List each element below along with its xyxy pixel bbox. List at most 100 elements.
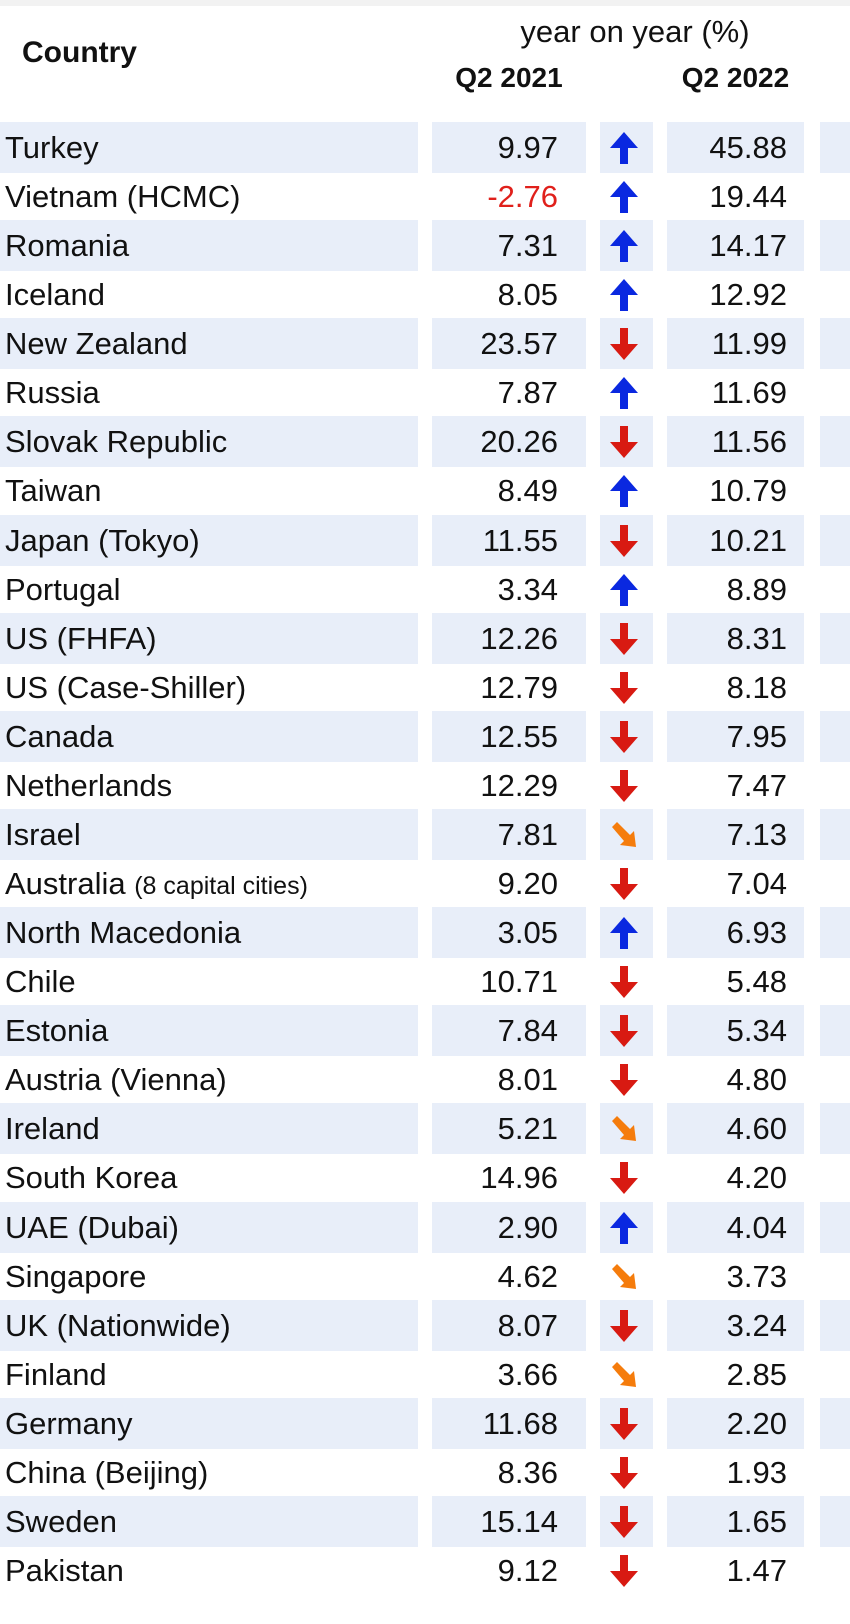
country: Netherlands bbox=[5, 768, 173, 803]
country-cell: UAE (Dubai) bbox=[5, 1203, 179, 1252]
q2-2021-value: 12.55 bbox=[480, 719, 558, 754]
country: UAE (Dubai) bbox=[5, 1210, 179, 1245]
country: Germany bbox=[5, 1406, 133, 1441]
q2-2021-value: 9.20 bbox=[497, 866, 558, 901]
arrow-down bbox=[610, 1408, 638, 1440]
country: Sweden bbox=[5, 1504, 118, 1539]
arrow-slight-down bbox=[612, 1362, 636, 1387]
arrow-slight-down bbox=[612, 822, 636, 847]
country-cell: Ireland bbox=[5, 1104, 100, 1153]
row-band bbox=[667, 907, 804, 958]
row-band bbox=[0, 1496, 418, 1547]
country-cell: North Macedonia bbox=[5, 908, 241, 957]
row-band bbox=[432, 1496, 586, 1547]
row-band bbox=[0, 416, 418, 467]
trend-arrow bbox=[610, 917, 638, 949]
q2-2021-value: 12.29 bbox=[480, 768, 558, 803]
arrow-up bbox=[610, 475, 638, 507]
row-band bbox=[432, 515, 586, 566]
q2-2021-value: 8.01 bbox=[497, 1062, 558, 1097]
q2-2022-value: 1.47 bbox=[726, 1553, 787, 1588]
country-header: Country bbox=[22, 36, 137, 69]
arrow-down bbox=[610, 1457, 638, 1489]
country: UK (Nationwide) bbox=[5, 1308, 231, 1343]
row-band bbox=[0, 711, 418, 762]
q2-2021-value: 9.97 bbox=[497, 130, 558, 165]
arrow-down bbox=[610, 328, 638, 360]
row-band bbox=[820, 1202, 850, 1253]
country-note: (8 capital cities) bbox=[134, 872, 308, 900]
trend-arrow bbox=[610, 1408, 638, 1440]
q2-2022-value: 10.21 bbox=[709, 523, 787, 558]
row-band bbox=[667, 515, 804, 566]
row-band bbox=[432, 416, 586, 467]
country: Austria (Vienna) bbox=[5, 1062, 227, 1097]
country: New Zealand bbox=[5, 326, 188, 361]
q2-2022-value: 7.95 bbox=[726, 719, 787, 754]
row-band bbox=[667, 1202, 804, 1253]
country: Canada bbox=[5, 719, 114, 754]
q2-2022-value: 4.20 bbox=[726, 1160, 787, 1195]
country: Russia bbox=[5, 375, 100, 410]
country-cell: Slovak Republic bbox=[5, 417, 227, 466]
country-cell: Taiwan bbox=[5, 466, 102, 515]
trend-arrow bbox=[610, 1555, 638, 1587]
q2-2022-value: 8.89 bbox=[726, 572, 787, 607]
arrow-slight-down bbox=[612, 1116, 636, 1141]
row-band bbox=[820, 1103, 850, 1154]
row-band bbox=[820, 613, 850, 664]
row-band bbox=[0, 613, 418, 664]
country-cell: Pakistan bbox=[5, 1546, 124, 1595]
row-band bbox=[820, 907, 850, 958]
row-band bbox=[432, 122, 586, 173]
trend-arrow bbox=[610, 279, 638, 311]
country: Ireland bbox=[5, 1111, 100, 1146]
trend-arrow bbox=[610, 966, 638, 998]
trend-arrow bbox=[610, 574, 638, 606]
country-cell: Chile bbox=[5, 957, 76, 1006]
country-cell: Finland bbox=[5, 1350, 107, 1399]
trend-arrow bbox=[612, 1264, 636, 1289]
row-band bbox=[0, 122, 418, 173]
row-band bbox=[820, 1005, 850, 1056]
row-band bbox=[667, 1103, 804, 1154]
q2-2022-value: 7.47 bbox=[726, 768, 787, 803]
row-band bbox=[0, 220, 418, 271]
country-cell: Portugal bbox=[5, 565, 120, 614]
arrow-down bbox=[610, 1162, 638, 1194]
country: Pakistan bbox=[5, 1553, 124, 1588]
arrow-down bbox=[610, 1015, 638, 1047]
group-header: year on year (%) bbox=[520, 14, 750, 49]
trend-arrow bbox=[610, 426, 638, 458]
country-cell: Canada bbox=[5, 712, 114, 761]
q2-2022-value: 1.65 bbox=[726, 1504, 787, 1539]
arrow-down bbox=[610, 1555, 638, 1587]
row-band bbox=[667, 809, 804, 860]
row-band bbox=[820, 1398, 850, 1449]
row-band bbox=[432, 1103, 586, 1154]
country-cell: New Zealand bbox=[5, 319, 188, 368]
country: China (Beijing) bbox=[5, 1455, 209, 1490]
row-band bbox=[432, 1398, 586, 1449]
q2-2021-value: 14.96 bbox=[480, 1160, 558, 1195]
country-cell: Germany bbox=[5, 1399, 132, 1448]
country-cell: Romania bbox=[5, 221, 129, 270]
arrow-down bbox=[610, 426, 638, 458]
arrow-up bbox=[610, 574, 638, 606]
country-cell: Netherlands bbox=[5, 761, 172, 810]
q2-2021-value: 2.90 bbox=[497, 1210, 558, 1245]
country: Portugal bbox=[5, 572, 121, 607]
row-band bbox=[0, 318, 418, 369]
row-band bbox=[0, 1005, 418, 1056]
q2-2022-value: 5.48 bbox=[726, 964, 787, 999]
q2-2021-value: 4.62 bbox=[497, 1259, 558, 1294]
country-cell: China (Beijing) bbox=[5, 1448, 208, 1497]
q2-2021-value: 3.66 bbox=[497, 1357, 558, 1392]
col-header: Q2 2021 bbox=[455, 62, 563, 93]
arrow-up bbox=[610, 279, 638, 311]
row-band bbox=[667, 122, 804, 173]
row-band bbox=[820, 318, 850, 369]
row-band bbox=[667, 416, 804, 467]
country: US (Case-Shiller) bbox=[5, 670, 247, 705]
